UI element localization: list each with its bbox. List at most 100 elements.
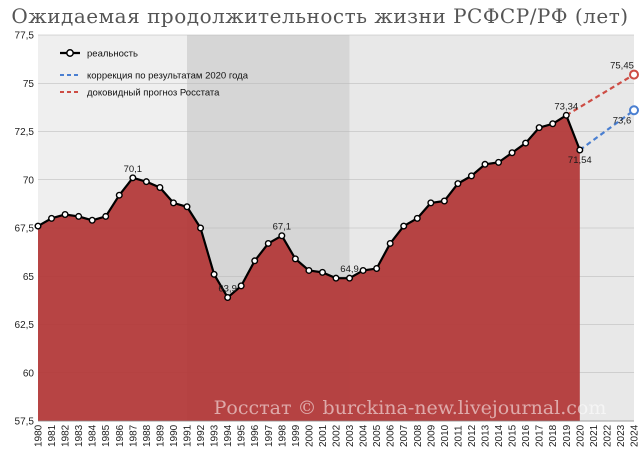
correction-line — [579, 109, 635, 151]
x-tick-label: 2011 — [453, 425, 464, 447]
x-tick-label: 2021 — [589, 424, 600, 447]
y-tick-label: 75 — [23, 79, 35, 90]
x-tick-label: 1993 — [210, 424, 221, 447]
x-tick-label: 1991 — [183, 424, 194, 447]
chart-title: Ожидаемая продолжительность жизни РСФСР/… — [11, 4, 629, 28]
data-point — [495, 158, 503, 166]
x-tick-label: 1995 — [237, 424, 248, 447]
data-point — [129, 174, 137, 182]
data-label: 64,9 — [340, 264, 359, 275]
y-tick-label: 57,5 — [15, 417, 35, 428]
correction-end-point — [629, 105, 639, 116]
x-tick-label: 2000 — [304, 424, 315, 447]
legend-correction-label: коррекция по результатам 2020 года — [87, 71, 249, 82]
y-tick-label: 77,5 — [15, 31, 35, 42]
x-tick-label: 2010 — [440, 424, 451, 447]
x-tick-label: 1984 — [88, 424, 99, 447]
x-tick-label: 1987 — [128, 424, 139, 447]
x-tick-label: 2003 — [345, 424, 356, 447]
data-label: 67,1 — [273, 222, 292, 233]
data-label: 70,1 — [124, 164, 143, 175]
data-point — [440, 197, 448, 205]
x-tick-label: 2024 — [630, 424, 640, 447]
data-point — [318, 268, 326, 276]
x-tick-label: 2001 — [318, 424, 329, 447]
data-point — [359, 266, 367, 274]
data-point — [454, 180, 462, 188]
y-tick-label: 70 — [23, 175, 35, 186]
x-tick-label: 2009 — [426, 424, 437, 447]
x-tick-label: 2023 — [616, 424, 627, 447]
x-tick-label: 1989 — [155, 424, 166, 447]
data-point — [75, 212, 83, 220]
data-point — [210, 270, 218, 278]
data-label: 73,34 — [554, 101, 578, 112]
forecast-end-point — [629, 69, 639, 80]
x-tick-label: 2007 — [399, 424, 410, 447]
x-tick-label: 1996 — [250, 424, 261, 447]
area-fill — [38, 115, 580, 422]
legend-forecast-label: доковидный прогноз Росстата — [87, 88, 220, 99]
data-point — [549, 120, 557, 128]
data-point — [508, 149, 516, 157]
x-tick-label: 2005 — [372, 424, 383, 447]
data-point — [142, 178, 150, 186]
data-point — [481, 160, 489, 168]
x-tick-label: 2020 — [575, 424, 586, 447]
data-point — [291, 255, 299, 263]
x-tick-label: 2018 — [548, 424, 559, 447]
data-point — [305, 266, 313, 274]
x-tick-label: 1990 — [169, 424, 180, 447]
data-point — [535, 124, 543, 132]
legend-reality-label: реальность — [87, 49, 138, 60]
x-tick-label: 1988 — [142, 424, 153, 447]
x-tick-label: 1980 — [34, 424, 45, 447]
x-tick-label: 2014 — [494, 424, 505, 447]
x-tick-label: 2015 — [508, 424, 519, 447]
watermark-text: Росстат © burckina-new.livejournal.com — [214, 397, 607, 419]
x-tick-label: 1983 — [74, 424, 85, 447]
data-point — [562, 111, 570, 119]
x-tick-label: 2022 — [602, 424, 613, 447]
x-tick-label: 1997 — [264, 424, 275, 447]
data-point — [237, 282, 245, 290]
data-point — [61, 210, 69, 218]
y-tick-label: 60 — [23, 368, 35, 379]
x-tick-label: 1992 — [196, 424, 207, 447]
data-label: 63,9 — [218, 283, 237, 294]
x-tick-label: 1986 — [115, 424, 126, 447]
x-tick-label: 2019 — [562, 424, 573, 447]
data-point — [183, 203, 191, 211]
data-point — [264, 239, 272, 247]
x-tick-label: 1985 — [101, 424, 112, 447]
data-point — [332, 274, 340, 282]
data-label: 71,54 — [568, 155, 592, 166]
x-tick-label: 2002 — [332, 424, 343, 447]
data-point — [34, 222, 42, 230]
legend-reality-marker — [66, 49, 74, 57]
data-point — [373, 265, 381, 273]
x-tick-label: 2016 — [521, 424, 532, 447]
x-tick-label: 2004 — [359, 424, 370, 447]
y-tick-label: 67,5 — [15, 224, 35, 235]
x-tick-label: 1998 — [277, 424, 288, 447]
data-point — [400, 222, 408, 230]
data-point — [386, 239, 394, 247]
x-tick-label: 2008 — [413, 424, 424, 447]
y-tick-label: 65 — [23, 272, 35, 283]
data-point — [346, 274, 354, 282]
x-tick-label: 1994 — [223, 424, 234, 447]
data-point — [413, 214, 421, 222]
data-point — [102, 212, 110, 220]
y-tick-label: 62,5 — [15, 320, 35, 331]
x-tick-label: 1982 — [61, 424, 72, 447]
data-point — [467, 172, 475, 180]
data-label: 75,45 — [610, 61, 634, 72]
x-tick-label: 2006 — [386, 424, 397, 447]
y-tick-label: 72,5 — [15, 127, 35, 138]
x-tick-label: 2013 — [481, 424, 492, 447]
data-point — [88, 216, 96, 224]
data-label: 73,6 — [613, 115, 632, 126]
x-tick-label: 1999 — [291, 424, 302, 447]
